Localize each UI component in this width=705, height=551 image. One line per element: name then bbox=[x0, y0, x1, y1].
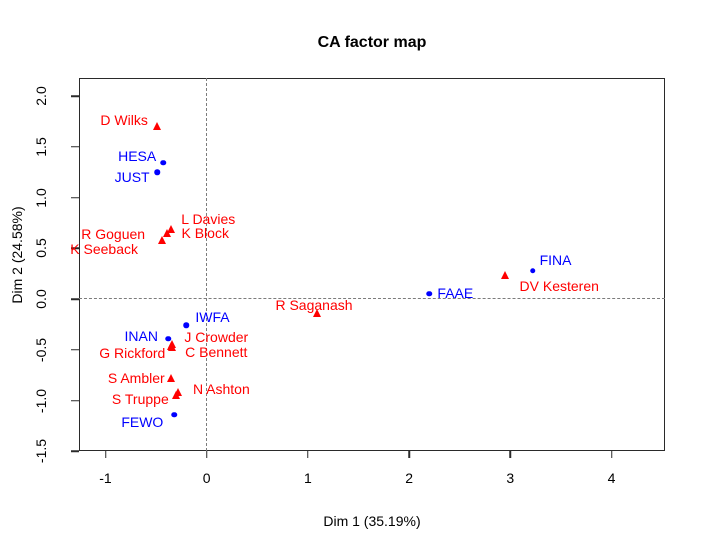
scatter-point-triangle bbox=[501, 270, 510, 279]
point-label: FEWO bbox=[121, 413, 164, 430]
point-label: N Ashton bbox=[192, 381, 250, 398]
y-tick-label: 1.0 bbox=[33, 187, 49, 208]
scatter-point-circle bbox=[171, 411, 178, 418]
x-tick-mark bbox=[610, 451, 613, 458]
x-tick-mark bbox=[307, 451, 309, 458]
x-tick-label: 0 bbox=[202, 470, 211, 486]
point-label: DV Kesteren bbox=[519, 277, 599, 294]
point-label: S Truppe bbox=[111, 391, 169, 408]
x-axis-title: Dim 1 (35.19%) bbox=[323, 513, 421, 529]
x-tick-label: 2 bbox=[405, 470, 413, 486]
y-tick-mark bbox=[71, 196, 79, 199]
scatter-point-triangle bbox=[167, 341, 176, 350]
y-tick-mark bbox=[71, 146, 79, 148]
x-tick-label: 4 bbox=[607, 470, 616, 486]
x-tick-mark bbox=[408, 451, 410, 458]
y-tick-mark bbox=[71, 95, 79, 97]
scatter-point-circle bbox=[529, 267, 536, 274]
scatter-point-circle bbox=[426, 291, 433, 297]
scatter-point-triangle bbox=[172, 391, 181, 400]
scatter-point-triangle bbox=[313, 309, 321, 318]
y-tick-mark bbox=[71, 247, 79, 249]
horizontal-zero-dashed-line bbox=[79, 298, 665, 299]
point-label: D Wilks bbox=[100, 112, 148, 129]
y-tick-label: 0.5 bbox=[33, 238, 49, 258]
scatter-point-triangle bbox=[167, 374, 176, 383]
vertical-zero-dashed-line bbox=[206, 78, 207, 451]
x-tick-label: -1 bbox=[99, 470, 112, 486]
scatter-point-triangle bbox=[167, 224, 176, 233]
point-label: K Block bbox=[181, 225, 229, 242]
point-label: R Goguen bbox=[81, 226, 146, 243]
scatter-point-triangle bbox=[158, 236, 167, 245]
y-tick-label: 0.0 bbox=[33, 289, 49, 309]
point-label: IWFA bbox=[195, 309, 230, 326]
point-label: G Rickford bbox=[99, 344, 166, 361]
scatter-point-circle bbox=[165, 335, 171, 342]
point-label: L Davies bbox=[181, 210, 236, 227]
point-label: INAN bbox=[124, 327, 158, 344]
y-tick-mark bbox=[71, 399, 79, 402]
point-label: R Saganash bbox=[275, 297, 353, 314]
y-tick-mark bbox=[71, 450, 79, 452]
scatter-point-circle bbox=[160, 160, 166, 166]
scatter-point-triangle bbox=[153, 122, 162, 131]
point-label: HESA bbox=[118, 147, 157, 164]
point-label: K Seeback bbox=[70, 241, 138, 258]
scatter-point-triangle bbox=[163, 229, 172, 238]
x-tick-label: 1 bbox=[303, 470, 312, 486]
point-label: J Crowder bbox=[184, 328, 249, 345]
y-tick-label: 2.0 bbox=[33, 86, 49, 106]
point-label: FAAE bbox=[437, 284, 474, 301]
y-tick-label: -0.5 bbox=[33, 337, 49, 362]
y-tick-mark bbox=[71, 349, 79, 351]
y-tick-mark bbox=[71, 298, 79, 300]
y-tick-label: -1.0 bbox=[33, 388, 49, 413]
y-tick-label: 1.5 bbox=[33, 137, 49, 157]
chart-title: CA factor map bbox=[317, 34, 427, 51]
point-label: C Bennett bbox=[185, 343, 248, 360]
x-tick-mark bbox=[509, 451, 512, 458]
x-tick-mark bbox=[205, 451, 208, 458]
y-axis-title: Dim 2 (24.58%) bbox=[9, 206, 25, 304]
scatter-point-circle bbox=[183, 322, 190, 329]
scatter-point-circle bbox=[154, 169, 160, 175]
point-label: JUST bbox=[114, 169, 150, 186]
x-tick-mark bbox=[104, 451, 107, 458]
x-tick-label: 3 bbox=[506, 470, 515, 486]
y-tick-label: -1.5 bbox=[33, 439, 49, 464]
point-label: FINA bbox=[539, 251, 572, 268]
point-label: S Ambler bbox=[107, 370, 165, 387]
